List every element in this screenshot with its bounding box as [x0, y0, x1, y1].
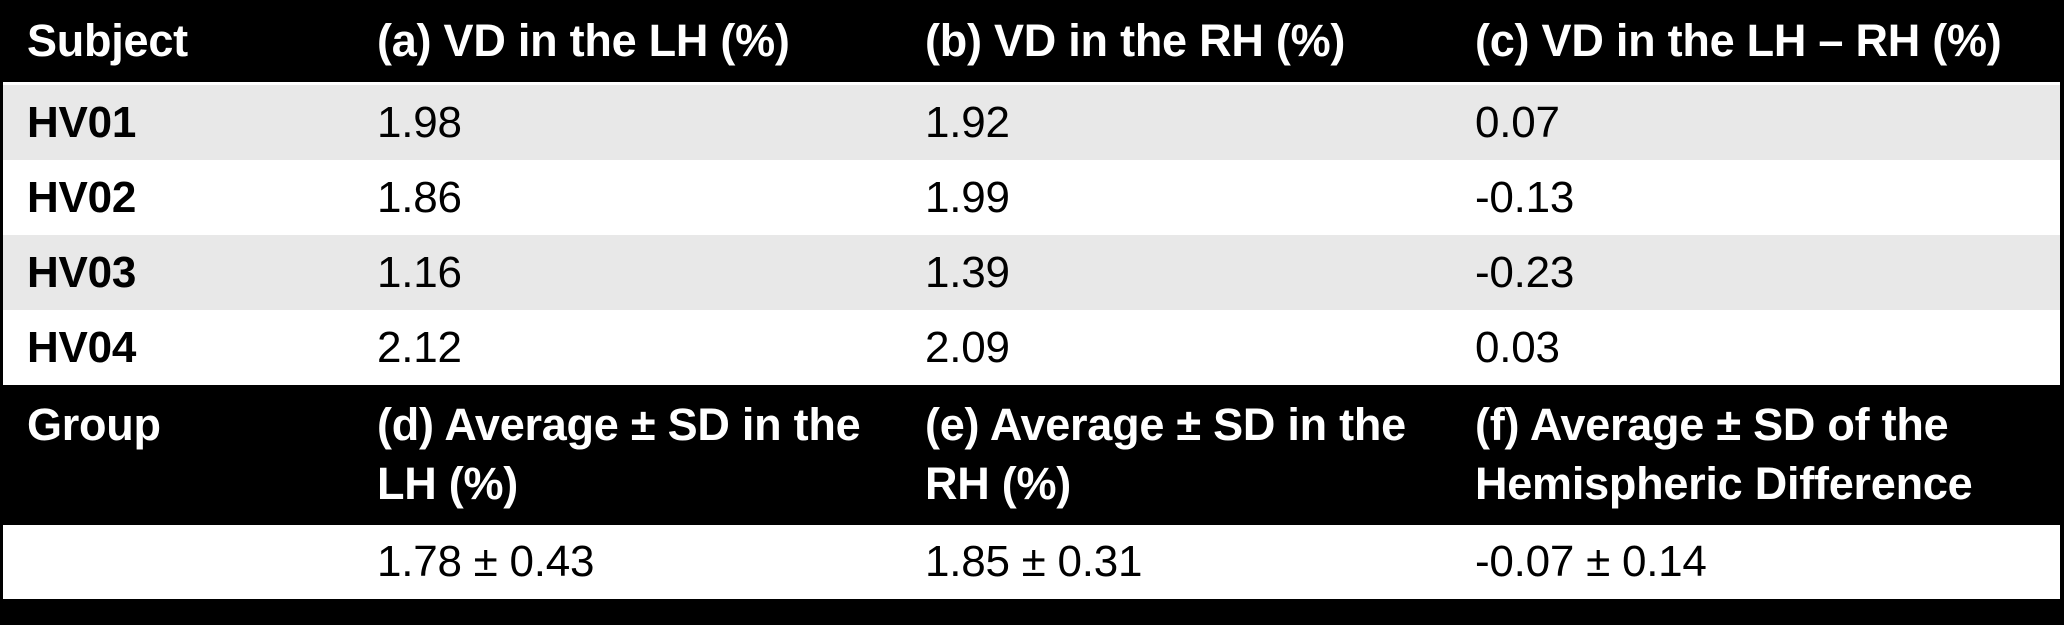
group-values-row: 1.78 ± 0.43 1.85 ± 0.31 -0.07 ± 0.14 — [3, 525, 2060, 599]
value-vd-lh: 1.16 — [377, 247, 462, 297]
group-header-avg-lh: (d) Average ± SD in the LH (%) — [377, 399, 861, 510]
group-header-avg-diff: (f) Average ± SD of the Hemispheric Diff… — [1475, 399, 1973, 569]
value-vd-diff: 0.03 — [1475, 322, 1560, 372]
group-label: Group — [27, 399, 161, 450]
value-vd-lh: 1.86 — [377, 172, 462, 222]
value-vd-rh: 1.99 — [925, 172, 1010, 222]
table-row-hv01: HV01 1.98 1.92 0.07 — [3, 85, 2060, 160]
group-header-avg-rh: (e) Average ± SD in the RH (%) — [925, 399, 1406, 510]
subject-label: HV03 — [27, 247, 137, 297]
value-vd-lh: 2.12 — [377, 322, 462, 372]
value-vd-rh: 1.92 — [925, 97, 1010, 147]
value-vd-diff: 0.07 — [1475, 97, 1560, 147]
group-value-avg-diff: -0.07 ± 0.14 — [1475, 537, 1707, 586]
value-vd-diff: -0.23 — [1475, 247, 1575, 297]
subject-label: HV02 — [27, 172, 137, 222]
group-value-avg-rh: 1.85 ± 0.31 — [925, 537, 1143, 586]
header-cell-vd-diff: (c) VD in the LH – RH (%) — [1475, 15, 2002, 66]
group-value-avg-lh: 1.78 ± 0.43 — [377, 537, 595, 586]
header-cell-vd-lh: (a) VD in the LH (%) — [377, 15, 790, 66]
subject-label: HV04 — [27, 322, 137, 372]
group-header-row: Group (d) Average ± SD in the LH (%) (e)… — [3, 385, 2060, 569]
subject-label: HV01 — [27, 97, 137, 147]
value-vd-lh: 1.98 — [377, 97, 462, 147]
table-header-row: Subject (a) VD in the LH (%) (b) VD in t… — [3, 0, 2060, 85]
table-row-hv04: HV04 2.12 2.09 0.03 — [3, 310, 2060, 385]
table-bottom-border — [3, 599, 2060, 625]
header-cell-subject: Subject — [27, 15, 188, 66]
value-vd-rh: 2.09 — [925, 322, 1010, 372]
value-vd-rh: 1.39 — [925, 247, 1010, 297]
table-row-hv03: HV03 1.16 1.39 -0.23 — [3, 235, 2060, 310]
header-cell-vd-rh: (b) VD in the RH (%) — [925, 15, 1346, 66]
value-vd-diff: -0.13 — [1475, 172, 1575, 222]
table-row-hv02: HV02 1.86 1.99 -0.13 — [3, 160, 2060, 235]
